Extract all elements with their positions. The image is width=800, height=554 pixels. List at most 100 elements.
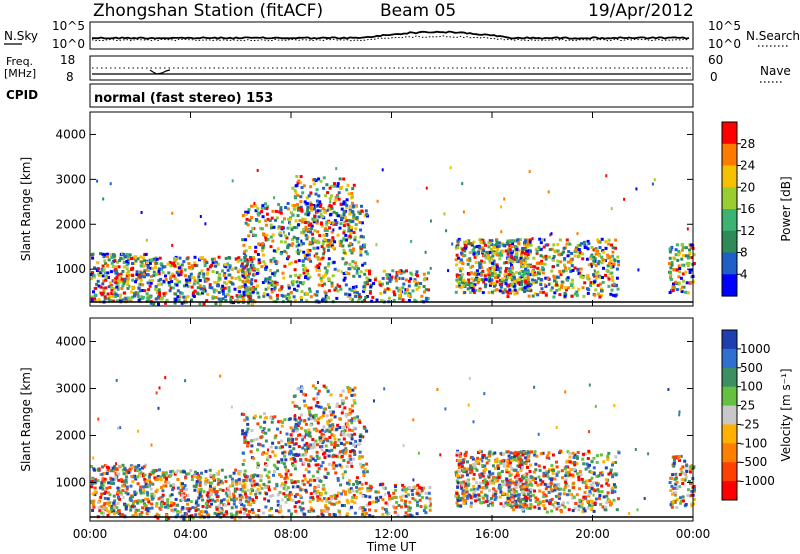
radar-cell: [326, 191, 330, 195]
radar-cell: [260, 227, 264, 231]
radar-cell: [510, 251, 514, 255]
radar-cell: [139, 279, 143, 283]
radar-cell: [526, 273, 530, 277]
radar-cell: [164, 291, 168, 295]
radar-cell: [241, 274, 245, 278]
radar-cell: [120, 493, 124, 497]
radar-cell: [483, 274, 487, 278]
radar-cell: [403, 487, 406, 491]
radar-cell: [344, 271, 348, 274]
radar-cell: [487, 273, 491, 277]
radar-cell: [142, 488, 146, 492]
radar-cell: [302, 230, 306, 234]
radar-cell: [319, 203, 323, 206]
radar-cell: [563, 286, 567, 290]
radar-cell: [288, 417, 292, 421]
radar-cell: [180, 291, 184, 295]
radar-cell: [332, 223, 335, 226]
radar-cell: [220, 511, 224, 515]
radar-cell: [518, 505, 522, 509]
radar-cell: [178, 491, 182, 495]
radar-cell: [120, 287, 124, 290]
radar-cell: [565, 460, 569, 464]
radar-cell: [481, 474, 485, 478]
radar-cell: [515, 259, 519, 263]
radar-cell: [117, 512, 121, 515]
radar-cell: [352, 457, 356, 461]
radar-cell: [135, 465, 139, 469]
radar-cell: [324, 505, 328, 509]
radar-cell: [385, 510, 389, 514]
radar-cell: [248, 476, 252, 480]
radar-cell: [341, 257, 345, 261]
radar-cell: [353, 432, 357, 436]
radar-cell: [327, 497, 331, 501]
radar-cell: [350, 209, 354, 213]
radar-cell: [162, 292, 166, 296]
radar-cell: [106, 255, 109, 259]
radar-cell: [215, 289, 218, 293]
radar-cell: [193, 289, 197, 293]
radar-cell: [508, 259, 512, 263]
radar-cell: [499, 279, 503, 283]
radar-cell: [404, 504, 408, 508]
radar-cell: [348, 389, 352, 393]
radar-cell: [197, 496, 201, 500]
radar-cell: [419, 282, 423, 285]
radar-cell: [295, 226, 299, 230]
radar-cell: [125, 271, 129, 275]
radar-cell: [562, 269, 565, 273]
radar-cell: [195, 472, 199, 476]
radar-cell: [493, 283, 497, 287]
radar-cell: [114, 277, 117, 281]
radar-cell: [353, 266, 357, 270]
radar-cell: [96, 279, 100, 283]
radar-cell: [353, 290, 357, 294]
radar-cell: [216, 506, 220, 510]
radar-cell: [288, 296, 291, 300]
radar-cell: [502, 452, 505, 456]
radar-cell: [361, 513, 364, 516]
radar-cell: [296, 237, 300, 241]
radar-cell: [524, 499, 528, 502]
radar-cell: [515, 477, 519, 480]
radar-cell: [547, 255, 551, 259]
radar-cell: [310, 417, 314, 421]
radar-cell: [515, 505, 518, 509]
radar-cell: [345, 514, 349, 518]
radar-cell: [529, 463, 532, 467]
radar-cell: [599, 503, 603, 506]
radar-cell: [455, 473, 459, 477]
radar-cell: [500, 230, 503, 234]
radar-cell: [480, 259, 484, 263]
radar-cell: [270, 507, 273, 510]
radar-cell: [345, 498, 349, 502]
radar-cell: [290, 435, 294, 439]
radar-cell: [544, 293, 548, 297]
radar-cell: [340, 411, 344, 415]
radar-cell: [287, 437, 291, 441]
radar-cell: [381, 299, 384, 303]
radar-cell: [461, 248, 465, 252]
radar-cell: [602, 250, 605, 254]
radar-cell: [548, 248, 552, 252]
radar-cell: [348, 208, 352, 212]
radar-cell: [357, 293, 361, 296]
radar-cell: [523, 474, 527, 477]
radar-cell: [246, 427, 250, 431]
radar-cell: [609, 259, 613, 263]
radar-cell: [677, 275, 681, 279]
radar-cell: [265, 452, 269, 456]
radar-cell: [501, 291, 505, 295]
radar-cell: [283, 264, 287, 268]
radar-cell: [133, 255, 137, 259]
radar-cell: [238, 500, 242, 504]
radar-cell: [314, 265, 318, 269]
radar-cell: [342, 231, 346, 235]
radar-cell: [132, 505, 136, 509]
radar-cell: [175, 471, 179, 474]
radar-cell: [350, 417, 354, 421]
radar-cell: [146, 509, 150, 513]
radar-cell: [206, 499, 210, 503]
radar-cell: [316, 239, 320, 243]
